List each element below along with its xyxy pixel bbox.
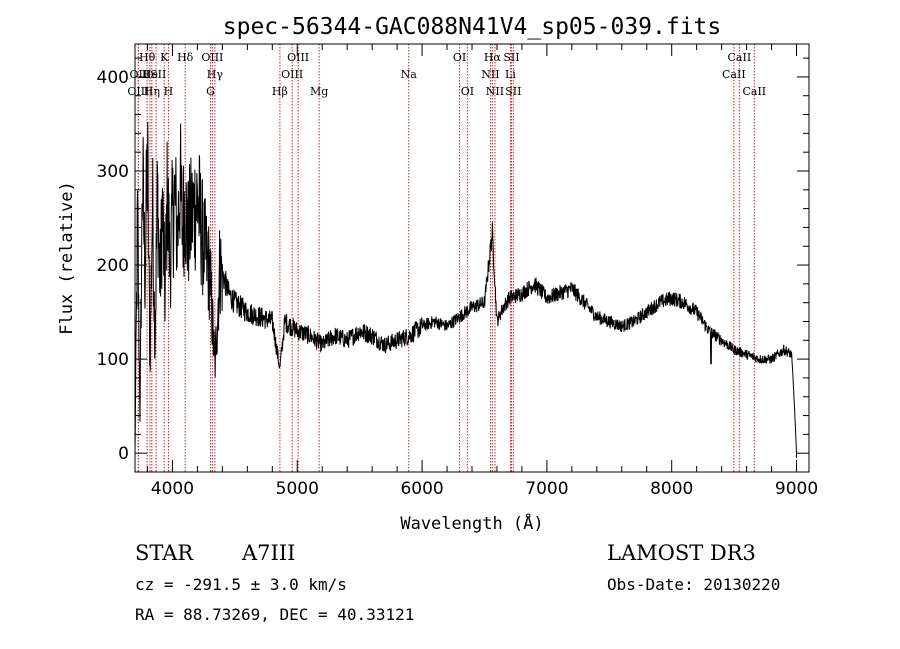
survey-name: LAMOST DR3 — [607, 541, 756, 565]
y-tick-label-0: 0 — [118, 444, 129, 464]
x-tick-label-6000: 6000 — [400, 479, 443, 499]
spectral-line-markers — [137, 44, 755, 472]
y-axis-ticks: 0 100 200 300 400 — [97, 57, 809, 473]
line-label-4: Hη — [144, 85, 160, 98]
y-tick-label-2000: 200 — [97, 256, 129, 276]
object-class: STAR — [135, 541, 194, 565]
line-label-7: H — [164, 85, 174, 98]
x-tick-label-7000: 7000 — [525, 479, 568, 499]
line-label-12: OIII — [287, 51, 309, 64]
y-axis-label: Flux (relative) — [57, 181, 77, 335]
object-subclass: A7III — [241, 541, 295, 565]
line-label-8: Hδ — [177, 51, 194, 64]
line-label-17: OI — [453, 51, 466, 64]
redshift-text: cz = -291.5 ± 3.0 km/s — [135, 575, 347, 594]
line-label-6: ISII — [146, 68, 167, 81]
line-label-14: Hβ — [272, 85, 288, 98]
y-tick-label-3000: 300 — [97, 162, 129, 182]
x-tick-label-5000: 5000 — [276, 479, 319, 499]
plot-frame — [134, 43, 810, 473]
line-label-13: OIII — [281, 68, 303, 81]
y-tick-label-4000: 400 — [97, 68, 129, 88]
line-label-0: Hθ — [139, 51, 156, 64]
x-axis-ticks: 4000 5000 6000 7000 8000 9000 — [146, 44, 818, 499]
x-tick-label-8000: 8000 — [650, 479, 693, 499]
line-label-11: G — [206, 85, 215, 98]
line-label-20: SII — [503, 51, 519, 64]
chart-title: spec-56344-GAC088N41V4_sp05-039.fits — [223, 14, 722, 40]
obs-date-text: Obs-Date: 20130220 — [607, 575, 780, 594]
line-label-21: NII — [481, 68, 499, 81]
line-label-19: Hα — [484, 51, 502, 64]
line-label-26: CaII — [722, 68, 746, 81]
line-label-1: OII — [130, 68, 148, 81]
x-tick-label-9000: 9000 — [775, 479, 818, 499]
line-label-24: SII — [505, 85, 521, 98]
line-label-18: OI — [461, 85, 474, 98]
line-label-16: Na — [401, 68, 418, 81]
line-label-10: Hγ — [207, 68, 224, 81]
line-label-2: He — [142, 68, 158, 81]
coordinates-text: RA = 88.73269, DEC = 40.33121 — [135, 605, 414, 624]
flux-series-line — [134, 121, 797, 458]
line-label-9: OIII — [201, 51, 223, 64]
line-label-5: K — [160, 51, 169, 64]
line-label-27: CaII — [742, 85, 766, 98]
x-tick-label-4000: 4000 — [151, 479, 194, 499]
line-label-23: NII — [486, 85, 504, 98]
line-label-15: Mg — [310, 85, 328, 98]
y-tick-label-1000: 100 — [97, 350, 129, 370]
line-label-25: CaII — [728, 51, 752, 64]
line-label-3: OIII — [127, 85, 149, 98]
line-label-22: Li — [505, 68, 516, 81]
x-axis-label: Wavelength (Å) — [400, 512, 543, 534]
